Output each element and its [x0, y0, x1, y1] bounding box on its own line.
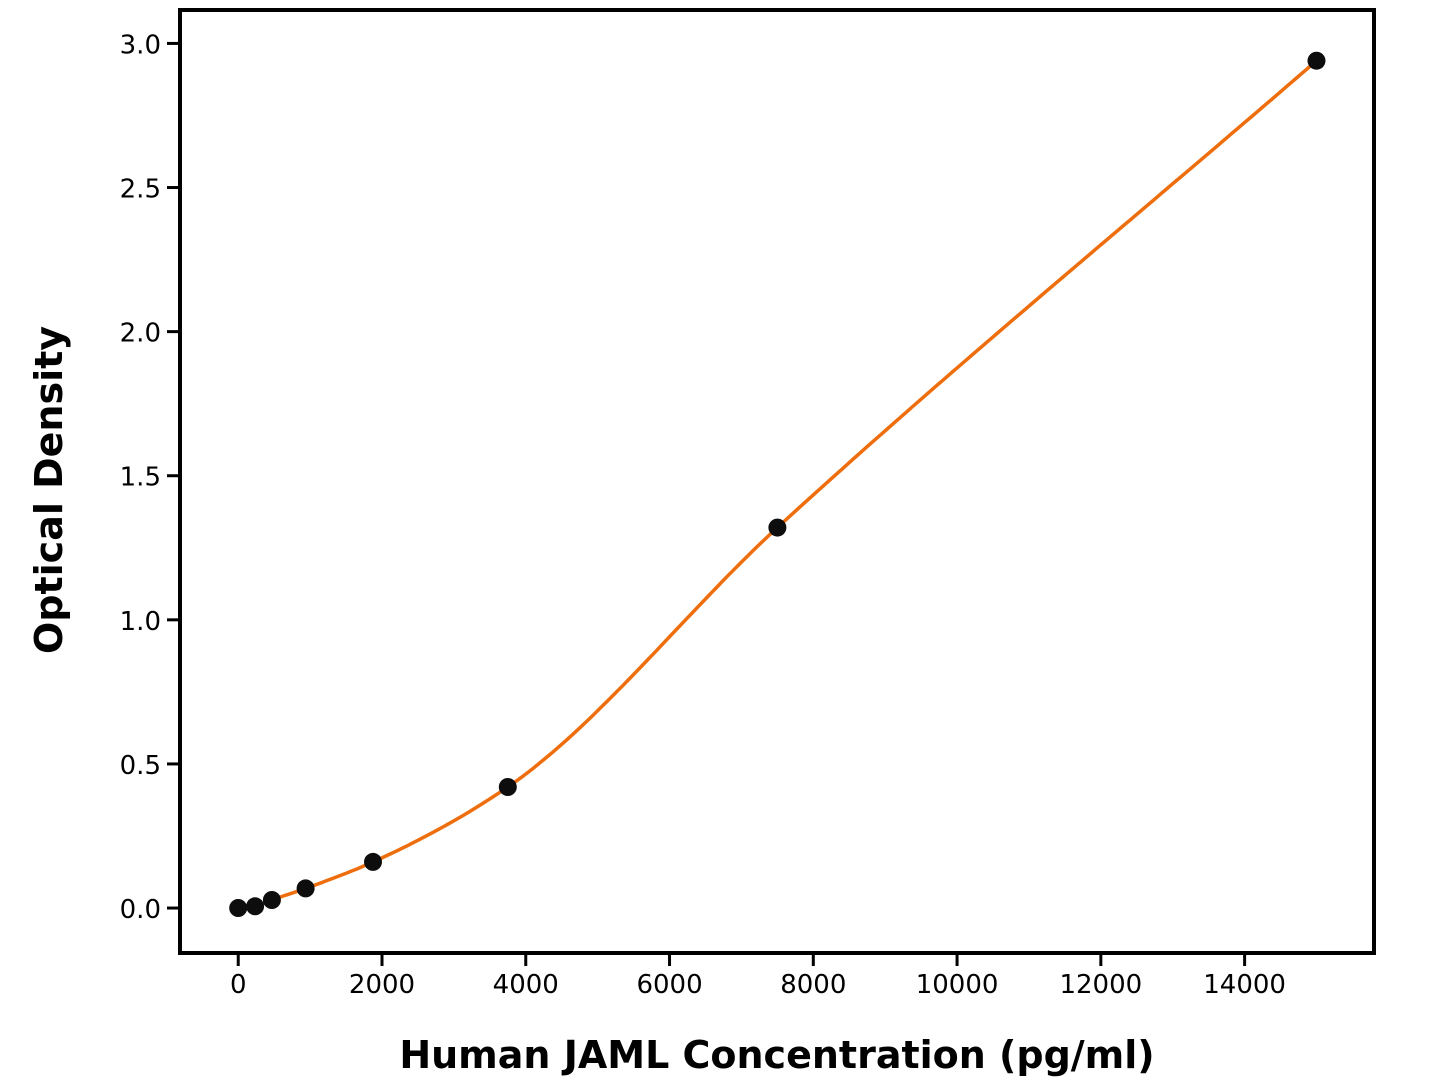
y-tick-label: 1.0	[120, 607, 161, 637]
y-tick-label: 1.5	[120, 463, 161, 493]
y-tick-label: 0.0	[120, 895, 161, 925]
x-tick-label: 2000	[349, 970, 415, 1000]
x-tick-label: 0	[230, 970, 247, 1000]
x-tick-label: 8000	[780, 970, 846, 1000]
y-tick-label: 2.5	[120, 175, 161, 205]
data-point-marker	[246, 897, 265, 916]
fit-curve-line	[236, 58, 1319, 910]
x-tick-label: 10000	[916, 970, 999, 1000]
data-point-marker	[364, 852, 382, 871]
x-tick-label: 12000	[1059, 970, 1142, 1000]
x-tick-label: 14000	[1203, 970, 1286, 1000]
data-point-marker	[1307, 51, 1326, 70]
data-point-marker	[229, 899, 248, 917]
y-tick-label: 0.5	[120, 751, 161, 781]
data-point-marker	[498, 778, 517, 796]
x-axis-title: Human JAML Concentration (pg/ml)	[399, 1033, 1154, 1077]
data-point-marker	[768, 518, 787, 537]
x-tick-label: 4000	[493, 970, 559, 1000]
x-tick-label: 6000	[636, 970, 702, 1000]
y-tick-label: 3.0	[120, 30, 161, 60]
data-point-marker	[296, 879, 315, 898]
y-axis-title: Optical Density	[27, 326, 71, 654]
data-point-marker	[262, 891, 281, 909]
y-tick-label: 2.0	[120, 319, 161, 349]
plot-border	[178, 8, 1376, 955]
plot-area: 0 2000 4000 6000 8000 10000 12000 14000 0.0 0.5 1.…	[120, 8, 1376, 1000]
